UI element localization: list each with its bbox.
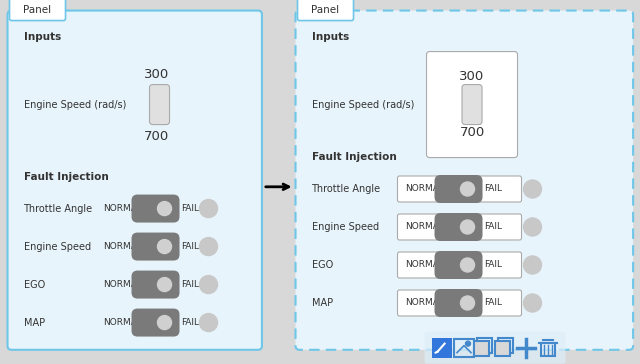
- Text: Engine Speed: Engine Speed: [24, 242, 91, 252]
- Text: Panel: Panel: [24, 5, 52, 15]
- Circle shape: [200, 276, 218, 293]
- FancyBboxPatch shape: [132, 233, 179, 261]
- Text: Throttle Angle: Throttle Angle: [312, 184, 381, 194]
- Text: Inputs: Inputs: [24, 32, 61, 41]
- Circle shape: [200, 199, 218, 218]
- Text: 700: 700: [144, 130, 169, 143]
- Circle shape: [461, 182, 474, 196]
- FancyBboxPatch shape: [397, 214, 522, 240]
- FancyBboxPatch shape: [435, 251, 483, 279]
- Circle shape: [461, 258, 474, 272]
- Text: NORMAL: NORMAL: [104, 242, 142, 251]
- Text: NORMAL: NORMAL: [104, 318, 142, 327]
- FancyBboxPatch shape: [132, 309, 179, 337]
- FancyBboxPatch shape: [431, 338, 452, 357]
- Circle shape: [465, 341, 470, 346]
- FancyBboxPatch shape: [397, 176, 522, 202]
- Text: NORMAL: NORMAL: [406, 298, 444, 308]
- Circle shape: [461, 296, 474, 310]
- Text: FAIL: FAIL: [484, 298, 502, 308]
- Circle shape: [200, 313, 218, 332]
- Text: 700: 700: [460, 126, 484, 139]
- Text: NORMAL: NORMAL: [406, 261, 444, 269]
- FancyBboxPatch shape: [424, 332, 566, 364]
- Text: 300: 300: [460, 70, 484, 83]
- Text: NORMAL: NORMAL: [104, 280, 142, 289]
- Text: MAP: MAP: [312, 298, 333, 308]
- FancyBboxPatch shape: [397, 252, 522, 278]
- Circle shape: [157, 202, 172, 215]
- Text: FAIL: FAIL: [182, 280, 200, 289]
- FancyBboxPatch shape: [462, 84, 482, 124]
- Text: FAIL: FAIL: [182, 318, 200, 327]
- FancyBboxPatch shape: [8, 11, 262, 350]
- FancyBboxPatch shape: [435, 289, 483, 317]
- Text: NORMAL: NORMAL: [406, 185, 444, 194]
- FancyBboxPatch shape: [10, 0, 65, 20]
- Text: 300: 300: [144, 68, 169, 81]
- Text: EGO: EGO: [24, 280, 45, 289]
- Text: NORMAL: NORMAL: [104, 204, 142, 213]
- Circle shape: [157, 240, 172, 254]
- Text: Engine Speed (rad/s): Engine Speed (rad/s): [312, 100, 414, 110]
- FancyBboxPatch shape: [150, 84, 170, 124]
- Circle shape: [524, 218, 541, 236]
- Text: Engine Speed: Engine Speed: [312, 222, 379, 232]
- FancyBboxPatch shape: [132, 195, 179, 222]
- FancyBboxPatch shape: [435, 175, 483, 203]
- Circle shape: [200, 238, 218, 256]
- Circle shape: [524, 180, 541, 198]
- Text: FAIL: FAIL: [484, 261, 502, 269]
- Text: Fault Injection: Fault Injection: [24, 171, 108, 182]
- Text: MAP: MAP: [24, 317, 45, 328]
- Text: Throttle Angle: Throttle Angle: [24, 203, 93, 214]
- Circle shape: [157, 278, 172, 292]
- FancyBboxPatch shape: [397, 290, 522, 316]
- Text: FAIL: FAIL: [484, 185, 502, 194]
- FancyBboxPatch shape: [495, 341, 510, 356]
- FancyBboxPatch shape: [298, 0, 353, 20]
- FancyBboxPatch shape: [474, 341, 490, 356]
- Text: Panel: Panel: [312, 5, 340, 15]
- Text: FAIL: FAIL: [484, 222, 502, 232]
- Circle shape: [524, 256, 541, 274]
- Text: FAIL: FAIL: [182, 242, 200, 251]
- Text: FAIL: FAIL: [182, 204, 200, 213]
- Text: NORMAL: NORMAL: [406, 222, 444, 232]
- FancyBboxPatch shape: [296, 11, 633, 350]
- Text: EGO: EGO: [312, 260, 333, 270]
- Circle shape: [461, 220, 474, 234]
- FancyBboxPatch shape: [435, 213, 483, 241]
- Text: Engine Speed (rad/s): Engine Speed (rad/s): [24, 100, 126, 110]
- Circle shape: [524, 294, 541, 312]
- FancyBboxPatch shape: [132, 270, 179, 298]
- Text: Fault Injection: Fault Injection: [312, 152, 396, 162]
- FancyBboxPatch shape: [426, 52, 518, 158]
- Circle shape: [157, 316, 172, 329]
- Text: Inputs: Inputs: [312, 32, 349, 41]
